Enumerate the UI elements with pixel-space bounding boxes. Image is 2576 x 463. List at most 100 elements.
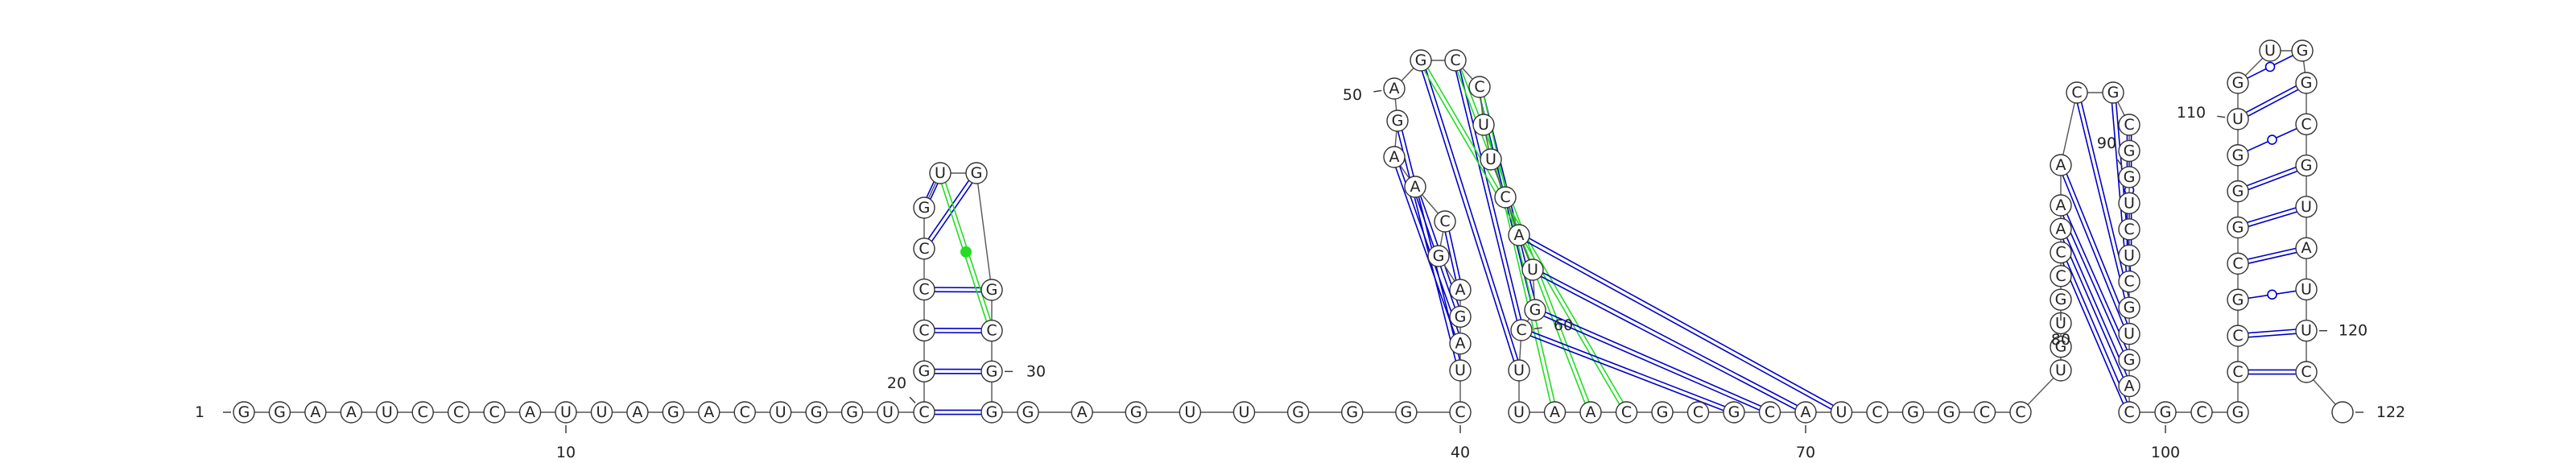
svg-text:A: A [1550,403,1560,421]
svg-text:U: U [1485,151,1496,168]
nucleotide-76: C [2009,401,2032,424]
nucleotide-117: U [2295,196,2318,218]
base-pair-110-114 [2236,80,2308,122]
nucleotide-114: G [2295,72,2318,94]
nucleotide-113: G [2291,39,2314,62]
svg-text:G: G [2124,168,2136,186]
svg-text:C: C [1621,403,1632,421]
nucleotide-53: C [1468,76,1491,98]
svg-text:C: C [2124,116,2134,134]
svg-text:U: U [2301,280,2312,298]
nucleotide-31: G [980,401,1003,424]
svg-text:G: G [2301,74,2313,92]
svg-text:G: G [986,362,998,380]
nucleotide-63: A [1543,401,1567,424]
nucleotide-96: U [2118,322,2140,345]
svg-text:G: G [2124,299,2136,316]
svg-text:G: G [1907,403,1919,421]
nucleotide-93: U [2118,244,2140,267]
nucleotide-74: G [1938,401,1960,424]
nucleotide-118: A [2295,237,2318,259]
nucleotide-60: C [1510,319,1533,341]
nucleotide-100: G [2154,401,2177,424]
base-pair-86-95 [2074,92,2132,308]
svg-text:G: G [2301,157,2313,175]
base-pair-51-61 [1418,59,1522,372]
nucleotide-35: U [1179,401,1202,424]
nucleotide-5: U [376,401,398,424]
svg-text:G: G [1130,403,1142,421]
nucleotide-75: C [1973,401,1996,424]
nucleotide-11: U [590,401,613,424]
svg-text:G: G [2232,74,2244,92]
nucleotide-71: U [1830,401,1853,424]
svg-text:G: G [2124,351,2136,369]
position-label-122: 122 [2355,403,2405,421]
svg-text:G: G [2160,403,2172,421]
position-label-120: 120 [2319,322,2368,340]
nucleotide-65: C [1615,401,1638,424]
svg-text:A: A [1389,80,1400,97]
nucleotide-3: A [304,401,327,424]
svg-text:C: C [1872,403,1882,421]
nucleotide-34: G [1125,401,1147,424]
svg-text:40: 40 [1451,444,1470,461]
nucleotide-4: A [340,401,363,424]
svg-text:C: C [986,322,997,340]
nucleotide-99: C [2118,401,2140,424]
base-pair-44-46 [1442,221,1463,291]
svg-text:G: G [1433,247,1445,265]
svg-text:U: U [1527,261,1538,279]
svg-text:U: U [2055,314,2066,332]
svg-text:G: G [238,403,250,421]
svg-text:G: G [919,362,931,380]
nucleotide-73: G [1901,401,1925,424]
svg-text:G: G [2107,84,2120,101]
nucleotide-47: A [1404,176,1426,198]
svg-text:U: U [1513,362,1525,379]
svg-text:G: G [2232,147,2244,164]
svg-text:50: 50 [1343,86,1362,104]
position-label-90: 90 [2097,134,2123,167]
position-label-20: 20 [887,374,916,403]
svg-text:C: C [1439,213,1450,230]
base-pair-21-30 [923,368,993,374]
nucleotide-104: C [2227,325,2249,347]
nucleotide-107: G [2227,216,2249,239]
base-pair-24-27 [922,172,979,250]
svg-text:C: C [2301,115,2311,133]
nucleotide-22: C [913,319,935,342]
base-pair-109-115 [2237,123,2307,156]
svg-text:G: G [2232,183,2244,200]
svg-text:G: G [986,281,998,299]
nucleotide-23: C [913,278,935,301]
svg-text:G: G [2055,338,2067,356]
nucleotide-116: G [2295,154,2318,177]
nucleotide-55: U [1480,148,1502,171]
nucleotide-78: G [2050,336,2072,358]
svg-text:1: 1 [195,403,204,421]
svg-text:G: G [2232,403,2244,421]
svg-text:110: 110 [2177,104,2206,122]
svg-text:U: U [1239,403,1250,421]
svg-text:C: C [1450,52,1460,69]
nucleotide-83: A [2050,217,2072,240]
svg-text:G: G [2124,142,2136,159]
nucleotide-2: G [268,401,291,424]
nucleotide-94: C [2118,271,2140,293]
nucleotide-66: G [1651,401,1674,424]
svg-text:U: U [1836,403,1847,421]
position-label-50: 50 [1343,86,1382,104]
nucleotide-49: G [1386,110,1409,132]
nucleotide-87: G [2102,81,2124,104]
svg-text:C: C [1516,321,1526,339]
nucleotide-50: A [1383,77,1406,100]
nucleotide-68: G [1723,401,1745,424]
svg-text:120: 120 [2339,322,2368,340]
base-pairs-layer [921,50,2308,415]
svg-text:C: C [1765,403,1775,421]
svg-text:C: C [489,403,499,421]
svg-text:C: C [919,281,929,299]
base-pair-107-117 [2237,204,2307,230]
nucleotide-19: U [877,401,899,424]
